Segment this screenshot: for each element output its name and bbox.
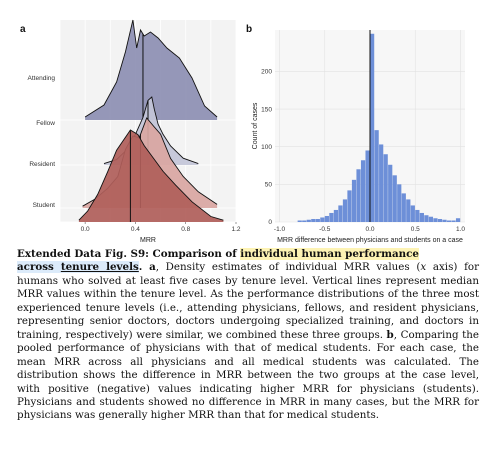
hist-bar	[297, 220, 302, 222]
hist-bar	[360, 160, 366, 222]
caption-part-b-label: b	[386, 328, 394, 341]
hist-bar	[397, 184, 402, 222]
ridge-label-fellow: Fellow	[36, 120, 55, 127]
hist-bar	[338, 205, 343, 222]
caption-part-a-text-2: axis) for humans who solved at least fiv…	[17, 261, 480, 341]
hist-xtick-label: 0.5	[411, 226, 420, 233]
hist-bar	[302, 220, 307, 222]
hist-bar	[428, 216, 434, 222]
figure-svg: a b Attending Fellow Resident Student 0.0 0.4…	[20, 19, 465, 244]
ridge-xtick-label: 0.4	[131, 226, 140, 233]
caption-part-a-text-1: , Density estimates of individual MRR va…	[155, 261, 421, 274]
hist-xtick-label: -1.0	[274, 226, 286, 233]
hist-bar	[424, 215, 429, 222]
ridge-label-resident: Resident	[29, 161, 55, 168]
hist-bar	[446, 220, 452, 222]
ridge-label-student: Student	[33, 202, 56, 209]
hist-bar	[401, 193, 406, 222]
caption-part-a-label: a	[149, 261, 156, 274]
hist-bar	[311, 218, 316, 222]
ridge-area-student	[78, 130, 224, 222]
hist-bar	[351, 179, 357, 222]
hist-xlabel: MRR difference between physicians and st…	[277, 237, 463, 244]
hist-ytick-label: 0	[268, 219, 272, 226]
ridge-outline-student	[78, 129, 224, 221]
hist-bar	[419, 212, 424, 222]
hist-bar	[365, 150, 370, 222]
hist-bar	[383, 154, 388, 222]
caption-title-colon: : Comparison of	[145, 248, 241, 260]
hist-bar	[388, 164, 393, 222]
hist-xtick-label: -0.5	[319, 226, 331, 233]
caption-title-prefix: Extended Data Fig. S9	[17, 248, 146, 260]
hist-bar	[370, 33, 375, 223]
hist-xtick-label: 1.0	[456, 226, 465, 233]
hist-ytick-label: 100	[261, 144, 272, 151]
hist-bar	[410, 205, 415, 222]
hist-bar	[374, 130, 379, 222]
hist-bar	[324, 215, 329, 222]
hist-bar	[406, 199, 411, 222]
hist-ytick-label: 50	[265, 182, 273, 189]
hist-xtick-label: 0.0	[365, 226, 374, 233]
hist-bar	[451, 220, 456, 222]
hist-bar	[329, 212, 334, 222]
hist-bar	[347, 190, 352, 222]
hist-bar	[379, 144, 384, 222]
caption-part-b-text: , Comparing the pooled performance of ph…	[17, 328, 479, 422]
hist-ylabel: Count of cases	[252, 102, 259, 149]
ridge-xtick-label: 1.2	[231, 226, 240, 233]
hist-bar	[392, 175, 397, 222]
caption-highlight-across: across	[17, 261, 61, 274]
hist-ytick-label: 150	[261, 106, 272, 113]
hist-bar	[442, 219, 447, 222]
caption-title: Extended Data Fig. S9: Comparison of ind…	[17, 248, 419, 274]
caption-part-a-x: x	[420, 261, 427, 274]
histogram-chart: 0 50 100 150 200 -1.0 -0.5 0.0 0.5 1.0 MRR differe…	[252, 30, 465, 244]
hist-bar	[437, 218, 443, 222]
ridge-xtick-label: 0.0	[81, 226, 90, 233]
ridge-area-attending	[85, 20, 218, 120]
hist-bar	[320, 217, 325, 222]
hist-ytick-label: 200	[261, 69, 272, 76]
hist-bar	[333, 209, 339, 222]
panel-b-label: b	[246, 24, 252, 35]
hist-bar	[415, 209, 420, 222]
ridgeline-chart: Attending Fellow Resident Student 0.0 0.4 0.8 1…	[28, 19, 241, 244]
figure: a b Attending Fellow Resident Student 0.0 0.4…	[20, 19, 465, 244]
hist-bar	[306, 219, 311, 222]
hist-bar	[455, 218, 461, 222]
caption-title-end: .	[138, 261, 143, 274]
hist-bar	[356, 169, 361, 222]
ridge-outline-attending	[84, 19, 218, 118]
ridge-xtick-label: 0.8	[181, 226, 190, 233]
hist-bar	[342, 199, 348, 222]
hist-bar	[433, 218, 438, 222]
hist-bar	[315, 218, 320, 222]
figure-caption: Extended Data Fig. S9: Comparison of ind…	[17, 248, 479, 423]
caption-highlight-tenure: tenure levels	[60, 261, 139, 274]
panel-a-label: a	[20, 24, 26, 35]
caption-highlight-performance: individual human performance	[240, 248, 419, 260]
ridge-xlabel: MRR	[140, 237, 156, 244]
ridge-label-attending: Attending	[28, 75, 56, 82]
